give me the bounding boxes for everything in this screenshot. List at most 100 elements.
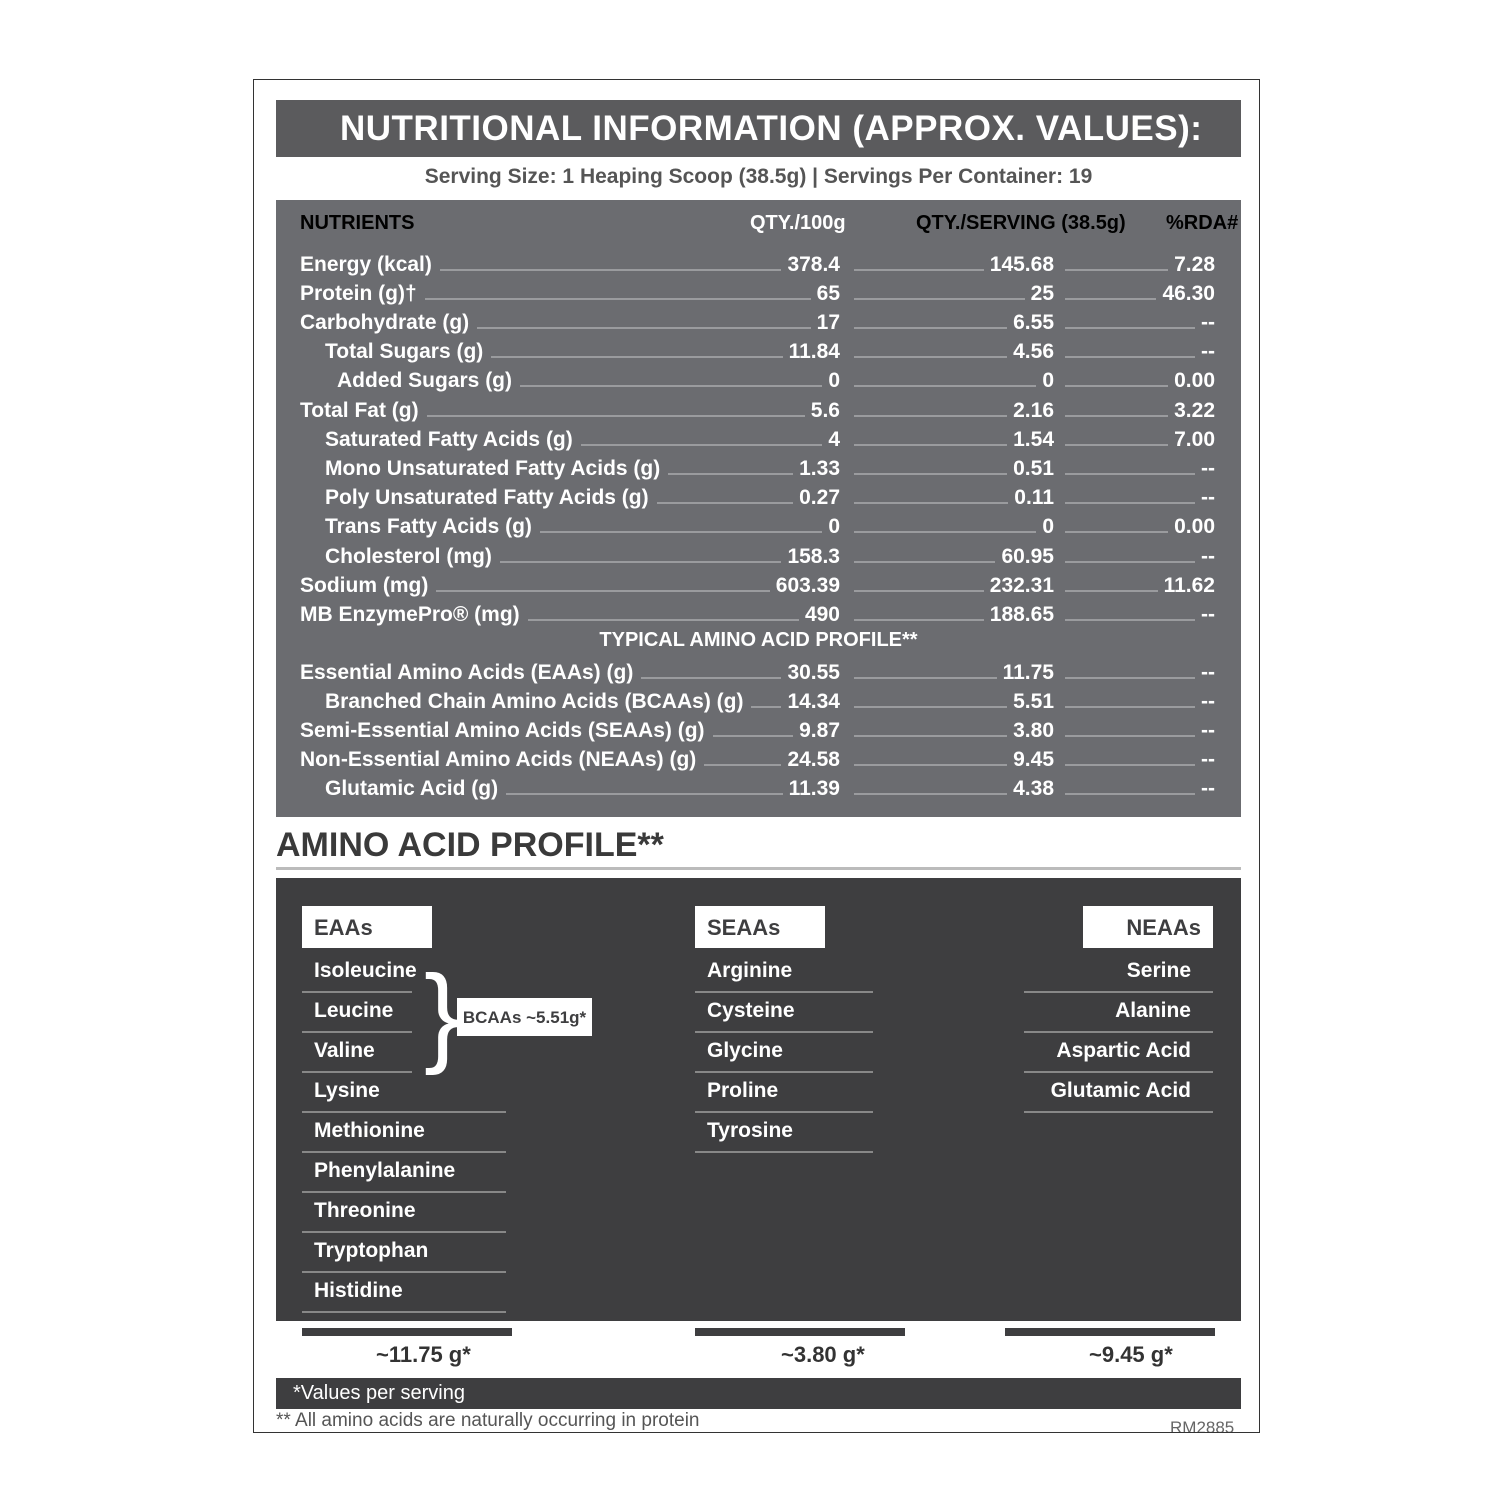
rda-value: -- xyxy=(1201,660,1215,684)
table-row: Branched Chain Amino Acids (BCAAs) (g) 14… xyxy=(300,687,1215,716)
rda-value: 0.00 xyxy=(1174,515,1215,539)
amino-acid-item: Aspartic Acid xyxy=(1024,1033,1213,1073)
leader-line xyxy=(641,676,782,679)
qty-100g: 65 xyxy=(816,281,840,305)
nutrient-name: Glutamic Acid (g) xyxy=(325,777,499,801)
qty-100g: 490 xyxy=(804,602,840,626)
nutrient-name: Semi-Essential Amino Acids (SEAAs) (g) xyxy=(300,718,705,742)
seaas-total: ~3.80 g* xyxy=(781,1342,865,1367)
qty-100g: 0 xyxy=(828,515,840,539)
rda-value: 46.30 xyxy=(1162,281,1215,305)
nutrition-table xyxy=(276,200,1241,817)
leader-line xyxy=(527,618,799,621)
qty-100g: 1.33 xyxy=(799,456,840,480)
nutrient-name: Protein (g)† xyxy=(300,281,417,305)
amino-acid-item: Tryptophan xyxy=(302,1233,506,1273)
seaas-tag: SEAAs xyxy=(695,906,825,948)
amino-acid-item: Methionine xyxy=(302,1113,506,1153)
qty-serving: 0.11 xyxy=(1014,486,1054,510)
rda-value: -- xyxy=(1201,486,1215,510)
leader-line xyxy=(854,297,1025,300)
amino-acid-item: Glutamic Acid xyxy=(1024,1073,1213,1113)
qty-serving: 145.68 xyxy=(989,252,1054,276)
amino-acid-item: Histidine xyxy=(302,1273,506,1313)
nutrient-name: Non-Essential Amino Acids (NEAAs) (g) xyxy=(300,748,697,772)
rda-value: -- xyxy=(1201,310,1215,334)
leader-line xyxy=(436,589,770,592)
rda-value: -- xyxy=(1201,689,1215,713)
amino-acid-item: Proline xyxy=(695,1073,873,1113)
qty-100g: 30.55 xyxy=(787,660,840,684)
leader-line xyxy=(854,705,1008,708)
qty-serving: 11.75 xyxy=(1002,660,1054,684)
qty-serving: 25 xyxy=(1030,281,1054,305)
amino-panel xyxy=(276,878,1241,1321)
leader-line xyxy=(854,443,1008,446)
nutrient-name: Added Sugars (g) xyxy=(337,369,513,393)
nutrient-name: Carbohydrate (g) xyxy=(300,310,470,334)
eaas-total: ~11.75 g* xyxy=(376,1342,471,1367)
leader-line xyxy=(854,618,984,621)
table-row: Trans Fatty Acids (g) 0 0 0.00 xyxy=(300,513,1215,542)
eaas-tag: EAAs xyxy=(302,906,432,948)
amino-acid-item: Tyrosine xyxy=(695,1113,873,1153)
table-row: Sodium (mg) 603.39 232.31 11.62 xyxy=(300,571,1215,600)
qty-serving: 0.51 xyxy=(1013,456,1054,480)
neaas-tag: NEAAs xyxy=(1083,906,1213,948)
arrow-icon xyxy=(302,1328,512,1336)
qty-100g: 158.3 xyxy=(787,544,840,568)
nutrient-name: Branched Chain Amino Acids (BCAAs) (g) xyxy=(325,689,744,713)
leader-line xyxy=(854,531,1037,534)
arrow-icon xyxy=(1005,1328,1215,1336)
rda-value: -- xyxy=(1201,718,1215,742)
leader-line xyxy=(1065,356,1195,359)
qty-serving: 4.56 xyxy=(1013,340,1054,364)
rda-value: -- xyxy=(1201,602,1215,626)
nutrient-name: Trans Fatty Acids (g) xyxy=(325,515,532,539)
leader-line xyxy=(751,705,782,708)
nutrient-name: Total Sugars (g) xyxy=(325,340,484,364)
qty-100g: 378.4 xyxy=(787,252,840,276)
leader-line xyxy=(854,326,1008,329)
serving-info: Serving Size: 1 Heaping Scoop (38.5g) | … xyxy=(424,165,1093,188)
product-code: RM2885 xyxy=(1170,1418,1235,1432)
qty-100g: 5.6 xyxy=(810,398,840,422)
amino-acid-item: Isoleucine xyxy=(302,953,417,993)
qty-100g: 9.87 xyxy=(799,718,840,742)
table-row: Poly Unsaturated Fatty Acids (g) 0.27 0.11… xyxy=(300,484,1215,513)
leader-line xyxy=(424,297,811,300)
qty-100g: 24.58 xyxy=(787,748,840,772)
brace-icon: } xyxy=(424,953,461,1076)
nutrient-name: Energy (kcal) xyxy=(300,252,432,276)
nutrient-name: Poly Unsaturated Fatty Acids (g) xyxy=(325,486,649,510)
leader-line xyxy=(491,356,783,359)
leader-line xyxy=(1065,443,1169,446)
amino-acid-item: Threonine xyxy=(302,1193,506,1233)
qty-100g: 11.39 xyxy=(788,777,840,801)
neaas-total: ~9.45 g* xyxy=(1089,1342,1173,1367)
nutrient-name: Total Fat (g) xyxy=(300,398,419,422)
table-row: Glutamic Acid (g) 11.39 4.38 -- xyxy=(300,775,1215,804)
qty-serving: 6.55 xyxy=(1013,310,1054,334)
rda-value: -- xyxy=(1201,748,1215,772)
leader-line xyxy=(1065,297,1157,300)
leader-line xyxy=(854,472,1008,475)
leader-line xyxy=(854,793,1008,796)
leader-line xyxy=(1065,268,1169,271)
leader-line xyxy=(668,472,794,475)
leader-line xyxy=(1065,734,1195,737)
nutrient-name: Mono Unsaturated Fatty Acids (g) xyxy=(325,456,661,480)
leader-line xyxy=(854,356,1008,359)
rda-value: 3.22 xyxy=(1174,398,1215,422)
qty-serving: 4.38 xyxy=(1013,777,1054,801)
table-row: Total Fat (g) 5.6 2.16 3.22 xyxy=(300,396,1215,425)
amino-subheader: TYPICAL AMINO ACID PROFILE** xyxy=(599,629,918,651)
leader-line xyxy=(1065,589,1158,592)
leader-line xyxy=(439,268,782,271)
leader-line xyxy=(854,268,984,271)
arrow-icon xyxy=(695,1328,905,1336)
leader-line xyxy=(426,414,805,417)
amino-acid-item: Leucine xyxy=(302,993,412,1033)
leader-line xyxy=(854,676,997,679)
qty-serving: 60.95 xyxy=(1001,544,1054,568)
